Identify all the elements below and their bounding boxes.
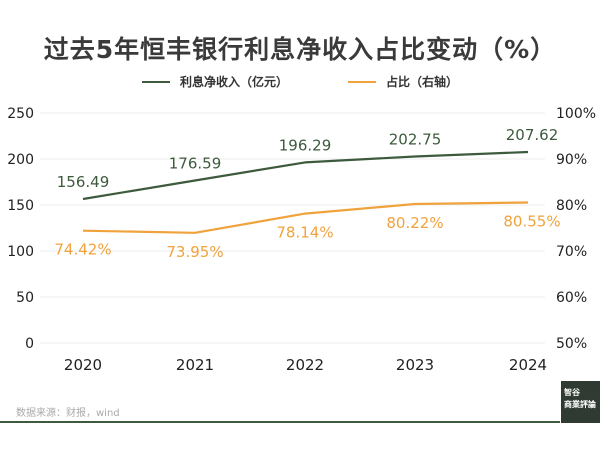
- data-label-income: 202.75: [389, 130, 442, 148]
- data-label-ratio: 74.42%: [54, 241, 111, 259]
- legend-label-income: 利息净收入（亿元）: [179, 75, 288, 89]
- data-label-ratio: 80.55%: [503, 212, 560, 230]
- right-axis-tick-label: 70%: [556, 244, 587, 260]
- data-label-ratio: 73.95%: [166, 243, 223, 261]
- right-axis-tick-label: 60%: [556, 290, 587, 306]
- logo-line1: 智谷: [564, 387, 580, 397]
- right-axis-tick-label: 50%: [556, 336, 587, 352]
- right-axis-tick-label: 100%: [556, 106, 596, 122]
- data-label-ratio: 80.22%: [386, 214, 443, 232]
- legend-label-ratio: 占比（右轴）: [386, 75, 459, 89]
- publisher-logo: 智谷 商業評論: [561, 381, 600, 423]
- data-label-ratio: 78.14%: [276, 224, 333, 242]
- data-label-income: 176.59: [169, 155, 222, 173]
- left-axis-tick-label: 100: [7, 244, 34, 260]
- legend-item-ratio: 占比（右轴）: [348, 73, 458, 90]
- x-axis-tick-label: 2020: [64, 356, 102, 374]
- left-axis-tick-label: 0: [25, 336, 34, 352]
- x-axis-tick-label: 2023: [396, 356, 434, 374]
- right-axis-tick-label: 80%: [556, 198, 587, 214]
- logo-line2: 商業評論: [564, 399, 596, 409]
- left-axis-tick-label: 50: [16, 290, 34, 306]
- footer-divider: [0, 421, 560, 423]
- right-axis-tick-label: 90%: [556, 152, 587, 168]
- x-axis-tick-label: 2022: [286, 356, 324, 374]
- legend-swatch-ratio: [348, 80, 376, 83]
- series-line-income: [82, 150, 529, 201]
- x-axis-tick-label: 2021: [176, 356, 214, 374]
- left-axis-tick-label: 150: [7, 198, 34, 214]
- left-axis-tick-label: 250: [7, 106, 34, 122]
- x-axis-tick-label: 2024: [509, 356, 547, 374]
- line-chart: 0 50 100 150 200 250 50% 60% 70% 80% 90% 100% 2020 20…: [7, 106, 596, 374]
- series-line-ratio: [82, 201, 529, 234]
- data-source-note: 数据来源：财报，wind: [16, 408, 120, 419]
- left-axis-tick-label: 200: [7, 152, 34, 168]
- chart-title: 过去5年恒丰银行利息净收入占比变动（%）: [43, 35, 557, 64]
- legend-swatch-income: [141, 80, 170, 83]
- data-label-income: 156.49: [57, 173, 110, 191]
- legend-item-income: 利息净收入（亿元）: [141, 73, 288, 90]
- data-label-income: 196.29: [279, 136, 332, 154]
- data-label-income: 207.62: [506, 126, 559, 144]
- chart-legend: 利息净收入（亿元） 占比（右轴）: [0, 73, 600, 90]
